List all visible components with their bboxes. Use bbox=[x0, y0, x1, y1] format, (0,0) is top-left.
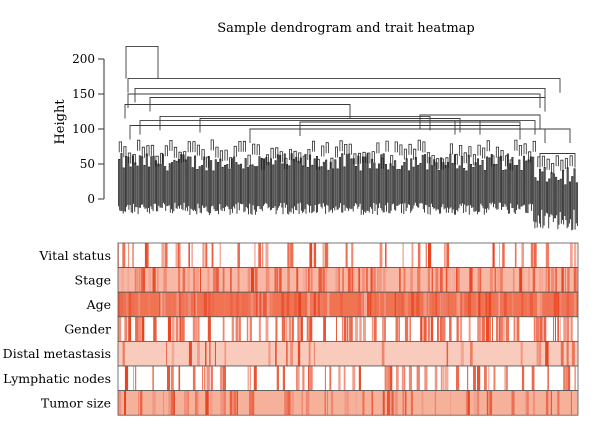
heatmap-row-tumor-size bbox=[117, 390, 579, 416]
trait-label: Age bbox=[86, 297, 111, 312]
heatmap-row-vital-status bbox=[117, 242, 579, 269]
y-tick-label: 100 bbox=[72, 122, 95, 136]
y-axis-label: Height bbox=[53, 99, 68, 145]
chart-title: Sample dendrogram and trait heatmap bbox=[217, 21, 475, 36]
dendrogram-leaves bbox=[118, 153, 578, 231]
trait-label: Vital status bbox=[38, 248, 111, 263]
heatmap-row-stage bbox=[117, 267, 579, 293]
trait-label: Gender bbox=[64, 322, 111, 337]
dendrogram-mid-joins bbox=[118, 139, 573, 174]
trait-label: Tumor size bbox=[41, 395, 111, 410]
trait-label: Stage bbox=[75, 272, 111, 287]
y-tick-label: 200 bbox=[72, 52, 95, 66]
y-tick-label: 50 bbox=[80, 157, 95, 171]
trait-labels: Vital status Stage Age Gender Distal metasta… bbox=[3, 248, 111, 411]
trait-heatmap bbox=[117, 242, 579, 416]
heatmap-row-age bbox=[117, 291, 579, 318]
dendrogram bbox=[118, 45, 578, 231]
y-tick-label: 150 bbox=[72, 87, 95, 101]
trait-label: Lymphatic nodes bbox=[3, 371, 111, 386]
heatmap-row-gender bbox=[117, 316, 579, 342]
heatmap-row-lymphatic-nodes bbox=[117, 365, 579, 392]
trait-label: Distal metastasis bbox=[3, 346, 111, 361]
heatmap-row-distal-metastasis bbox=[117, 340, 579, 367]
y-axis: 0 50 100 150 200 bbox=[72, 52, 105, 206]
dendrogram-upper-merges bbox=[124, 45, 576, 168]
y-tick-label: 0 bbox=[87, 192, 95, 206]
